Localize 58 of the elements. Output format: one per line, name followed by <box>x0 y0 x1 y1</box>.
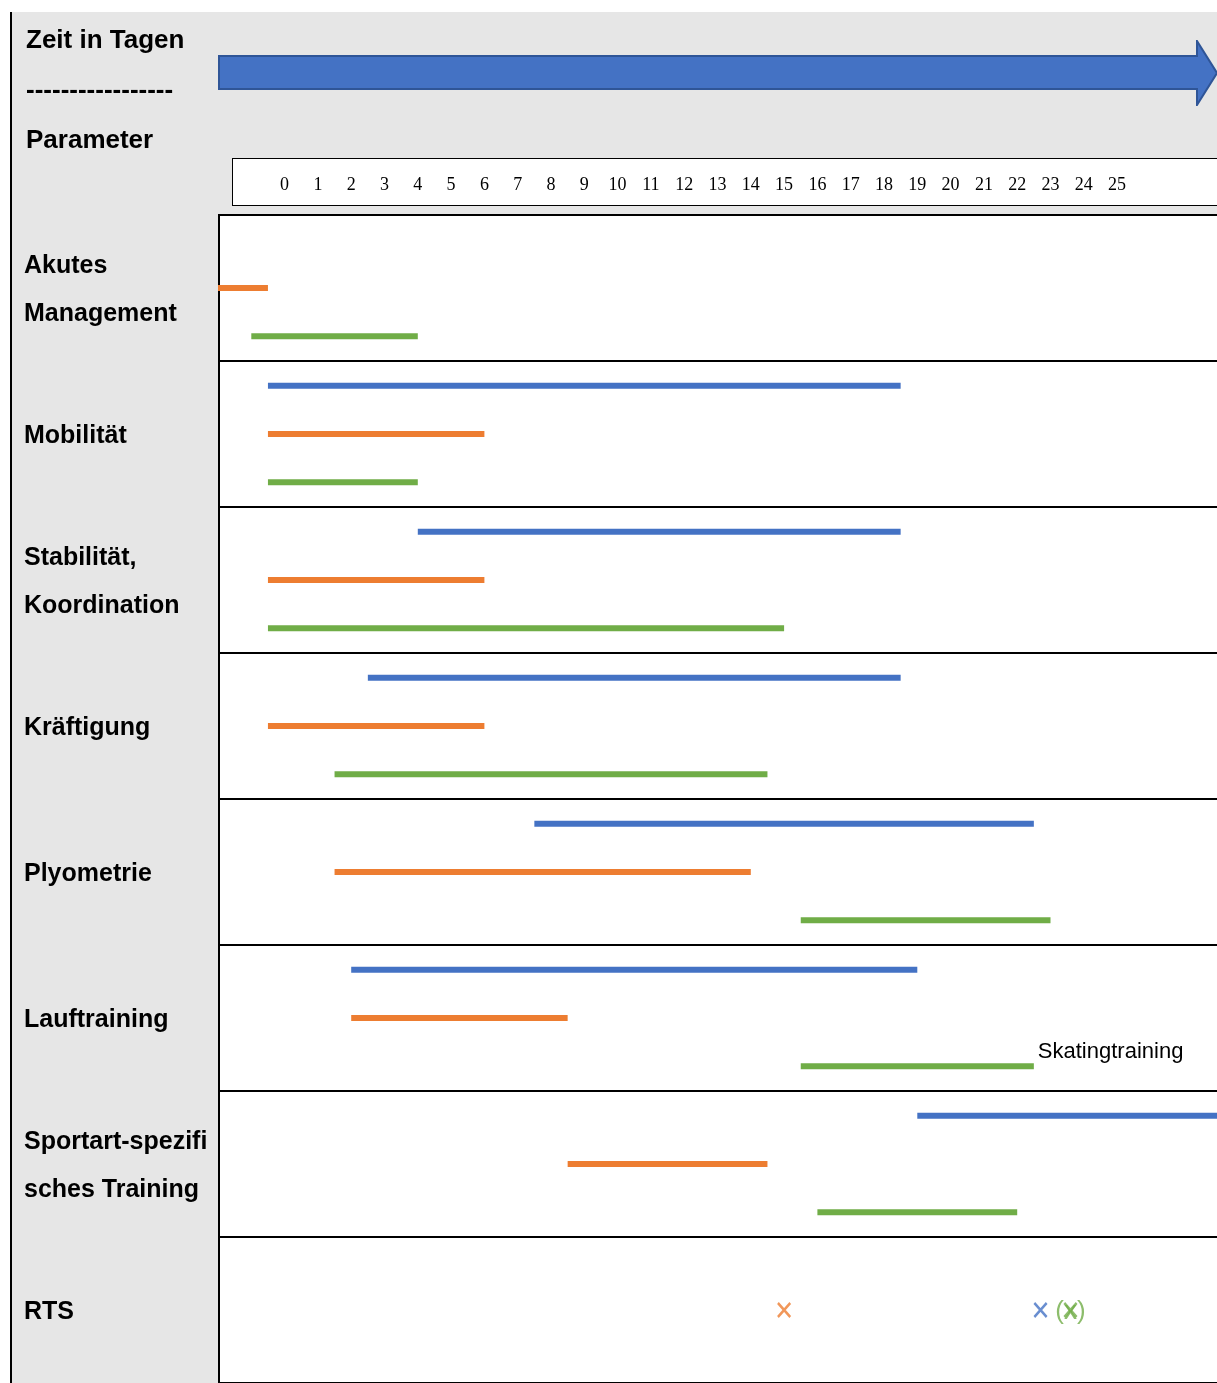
x-tick-label: 0 <box>280 174 290 194</box>
text: ----------------- <box>26 73 175 106</box>
bar <box>267 479 418 486</box>
x-tick-label: 15 <box>775 174 794 194</box>
x-tick-label: 1 <box>313 174 323 194</box>
x-tick-label: 16 <box>808 174 827 194</box>
x-tick-label: 20 <box>941 174 960 194</box>
bar <box>367 674 901 681</box>
y-tick-label: Kräftigung <box>24 712 151 740</box>
x-tick-label: 14 <box>741 174 760 194</box>
bar <box>351 1015 568 1021</box>
bar <box>218 285 268 291</box>
x-tick-label: 13 <box>708 174 727 194</box>
y-tick-label: Plyometrie <box>24 858 152 886</box>
bar <box>417 528 901 535</box>
bar <box>534 820 1034 827</box>
x-tick-label: 11 <box>642 174 660 194</box>
x-tick-label: 2 <box>346 174 356 194</box>
x-tick-label: 7 <box>513 174 523 194</box>
x-tick-label: 21 <box>974 174 993 194</box>
y-tick-label: RTS <box>24 1296 74 1324</box>
bar <box>267 577 485 583</box>
x-tick-label: 10 <box>608 174 627 194</box>
bar <box>351 966 918 973</box>
y-tick-label: Stabilität, Koordination <box>24 542 180 618</box>
bar <box>334 869 751 875</box>
y-tick-label: Lauftraining <box>24 1004 169 1032</box>
bar <box>567 1161 768 1167</box>
bar <box>334 771 768 778</box>
x-tick-label: 12 <box>675 174 694 194</box>
x-axis-title: Zeit in Tagen <box>26 23 186 56</box>
y-tick-label: Mobilität <box>24 420 128 448</box>
x-tick-label: 19 <box>908 174 927 194</box>
x-tick-label: 5 <box>446 174 456 194</box>
y-tick-label: Sportart-spezifisches Training <box>24 1126 208 1202</box>
bar <box>800 917 1051 924</box>
bar <box>267 431 485 437</box>
x-tick-label: 3 <box>380 174 389 194</box>
x-tick-label: 22 <box>1008 174 1027 194</box>
y-axis-title: Parameter <box>26 123 155 156</box>
x-tick-label: 6 <box>479 174 489 194</box>
x-tick-label: 24 <box>1074 174 1093 194</box>
bar <box>800 1063 1034 1070</box>
bar <box>267 625 785 632</box>
bar <box>267 723 485 729</box>
x-tick-label: 23 <box>1041 174 1060 194</box>
x-tick-label: 8 <box>546 174 556 194</box>
x-tick-label: 25 <box>1108 174 1127 194</box>
x-tick-label: 17 <box>841 174 860 194</box>
x-tick-label: 4 <box>413 174 423 194</box>
bar <box>817 1209 1018 1216</box>
bar <box>251 333 418 340</box>
x-tick-label: 9 <box>579 174 589 194</box>
bar <box>917 1112 1217 1119</box>
data-label: Skatingtraining <box>1037 1037 1184 1063</box>
y-tick-label: Akutes Management <box>24 250 178 326</box>
bar <box>267 382 901 389</box>
x-tick-label: 18 <box>875 174 893 194</box>
